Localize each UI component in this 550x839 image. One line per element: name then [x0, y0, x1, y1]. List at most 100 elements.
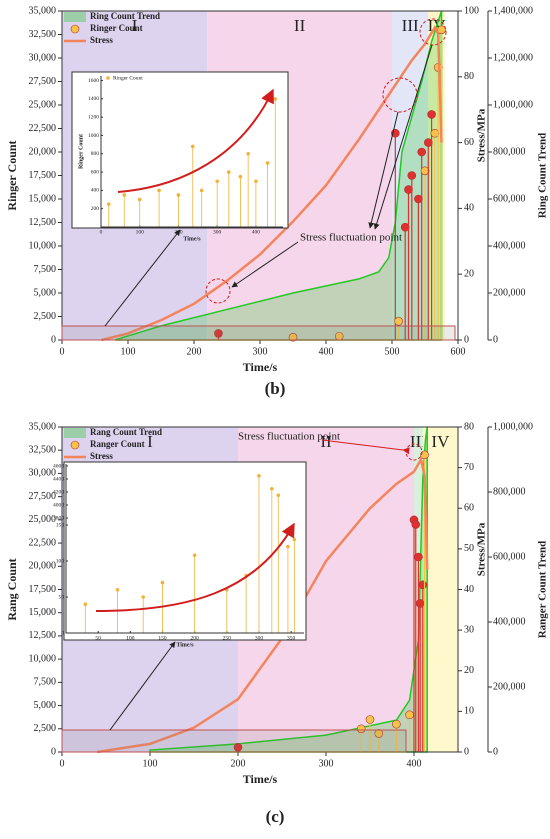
y3-tick-label: 800,000: [493, 486, 526, 497]
x-tick-label: 300: [253, 346, 268, 357]
y-tick-label: 0: [51, 746, 56, 757]
inset-point: [83, 602, 88, 606]
inset-axes: [100, 76, 283, 228]
count-point: [374, 729, 384, 738]
inset-point: [257, 473, 261, 478]
y-tick-label: 20,000: [29, 146, 57, 157]
y-tick-label: 32,500: [29, 445, 57, 456]
y3-tick-label: 1,200,000: [493, 52, 533, 63]
y-tick-label: 20,000: [29, 561, 57, 572]
phase-label: II: [294, 16, 306, 35]
count-point: [420, 166, 430, 176]
zoom-box: [61, 325, 456, 341]
count-point: [356, 724, 366, 734]
count-point: [407, 171, 417, 180]
y-tick-label: 12,500: [29, 217, 57, 228]
y2-tick-label: 30: [464, 624, 474, 635]
arrow: [373, 44, 433, 230]
inset-box: [63, 461, 307, 641]
inset-y-tick-label: 1400: [88, 96, 99, 102]
inset-x-title: Time/s: [183, 236, 201, 242]
inset-point: [292, 537, 297, 542]
panel-label: (c): [266, 807, 285, 826]
inset-y-tick-label: 0: [61, 630, 64, 636]
phase-label: IV: [431, 432, 450, 451]
y-tick-label: 7,500: [34, 264, 57, 275]
phase-label: II: [320, 432, 332, 451]
y-tick-label: 17,500: [29, 170, 57, 181]
y-tick-label: 2,500: [34, 311, 57, 322]
inset-x-tick-label: 0: [100, 229, 103, 235]
legend-label: Stress: [90, 35, 113, 45]
inset-point: [286, 544, 290, 549]
y2-tick-label: 50: [464, 543, 474, 554]
inset-point: [246, 151, 250, 156]
y-tick-label: 25,000: [29, 514, 57, 525]
inset-x-tick-label: 400: [252, 229, 261, 235]
y2-axis-title: Stress/MPa: [476, 108, 488, 162]
y2-tick-label: 100: [464, 5, 479, 16]
inset-x-tick-label: 300: [255, 635, 264, 641]
inset-legend-swatch: [106, 76, 110, 80]
legend-swatch: [64, 12, 86, 22]
inset-point: [122, 193, 127, 197]
arrow: [321, 439, 410, 455]
inset-point: [273, 97, 278, 101]
y3-tick-label: 1,000,000: [493, 421, 533, 432]
y2-tick-label: 10: [464, 706, 474, 717]
y3-tick-label: 1,400,000: [493, 5, 533, 16]
inset-axes: [65, 464, 304, 634]
inset-y-tick-label: 3800: [53, 515, 64, 521]
inset-y-tick-label: 50: [59, 594, 65, 600]
x-tick-label: 0: [60, 758, 65, 769]
inset-y-tick-label: 800: [91, 151, 100, 157]
count-point: [427, 110, 436, 119]
x-tick-label: 200: [231, 758, 246, 769]
y3-tick-label: 1,000,000: [493, 99, 533, 110]
count-point: [404, 185, 413, 194]
inset-point: [141, 595, 145, 599]
x-tick-label: 300: [319, 758, 334, 769]
arrow: [104, 229, 181, 327]
x-tick-label: 100: [143, 758, 158, 769]
count-point: [430, 128, 440, 138]
y-tick-label: 30,000: [29, 52, 57, 63]
highlight-circle: [205, 278, 231, 304]
inset-point: [254, 179, 258, 184]
y-tick-label: 5,000: [34, 700, 57, 711]
y3-tick-label: 0: [493, 334, 498, 345]
arrow: [231, 241, 299, 288]
count-point: [394, 316, 403, 326]
y3-tick-label: 400,000: [493, 616, 526, 627]
phase-region: [422, 427, 458, 752]
y3-tick-label: 600,000: [493, 551, 526, 562]
inset-point: [226, 170, 231, 174]
y3-tick-label: 800,000: [493, 146, 526, 157]
inset-y-tick-label: 1200: [88, 114, 99, 120]
legend-label: Ring Count Trend: [90, 11, 160, 21]
inset-x-tick-label: 100: [136, 229, 145, 235]
inset-point: [270, 486, 274, 491]
highlight-circle: [405, 443, 423, 461]
count-point: [414, 552, 423, 562]
y2-tick-label: 80: [464, 421, 474, 432]
inset-point: [176, 193, 181, 197]
x-tick-label: 400: [407, 758, 422, 769]
y-tick-label: 35,000: [29, 421, 57, 432]
inset-y-tick-label: 1600: [88, 78, 99, 84]
count-point: [418, 580, 428, 590]
count-point: [423, 138, 433, 147]
legend-swatch: [70, 440, 80, 450]
inset-point: [238, 174, 243, 179]
inset-y-title: Ringer Count: [78, 134, 84, 169]
count-point: [437, 25, 446, 35]
x-axis-title: Time/s: [243, 772, 278, 786]
y-axis-title: Rang Count: [5, 558, 19, 620]
y-tick-label: 32,500: [29, 29, 57, 40]
inset-y-tick-label: 600: [91, 169, 100, 175]
inset-trend-arrow: [117, 88, 274, 193]
count-point: [214, 329, 223, 338]
y3-axis-title: Ring Count Trend: [537, 133, 549, 219]
inset-point: [190, 144, 195, 149]
